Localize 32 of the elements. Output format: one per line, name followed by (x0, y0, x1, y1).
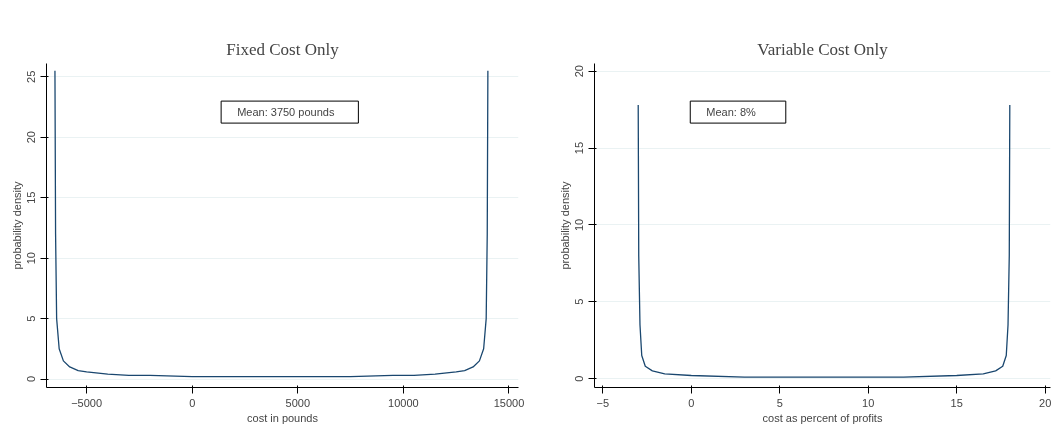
y-tick-label: 20 (25, 131, 38, 144)
chart-title: Variable Cost Only (757, 39, 889, 59)
y-tick-label: 20 (573, 65, 586, 78)
y-tick-label: 10 (25, 252, 38, 265)
y-tick-label: 15 (25, 191, 38, 204)
annotation: Mean: 3750 pounds (237, 106, 335, 119)
x-tick-label: 5000 (285, 396, 311, 409)
line-series (637, 104, 1011, 378)
x-tick-label: 15 (950, 396, 963, 409)
y-tick-label: 10 (573, 218, 586, 231)
x-tick-label: −5 (596, 396, 610, 409)
annotation: Mean: 8% (706, 106, 757, 119)
x-tick-label: 0 (189, 396, 196, 409)
y-tick-label: 15 (573, 141, 586, 155)
y-tick-label: 0 (573, 375, 586, 382)
x-tick-label: 10000 (388, 396, 419, 409)
y-tick-label: 5 (25, 315, 38, 322)
x-axis-title: cost in pounds (247, 411, 319, 424)
y-axis-title: probability density (558, 180, 571, 270)
y-axis-title: probability density (10, 180, 23, 270)
line-series (54, 70, 489, 378)
y-tick-label: 25 (25, 70, 38, 83)
x-tick-label: 0 (688, 396, 695, 409)
x-tick-label: 15000 (493, 396, 525, 409)
x-axis-title: cost as percent of profits (762, 411, 883, 424)
x-tick-label: 20 (1039, 396, 1052, 409)
chart-title: Fixed Cost Only (226, 39, 340, 59)
y-tick-label: 0 (25, 375, 38, 383)
y-tick-label: 5 (573, 298, 586, 305)
x-tick-label: 10 (862, 396, 875, 409)
x-tick-label: 5 (776, 396, 783, 409)
x-tick-label: −5000 (71, 396, 103, 409)
